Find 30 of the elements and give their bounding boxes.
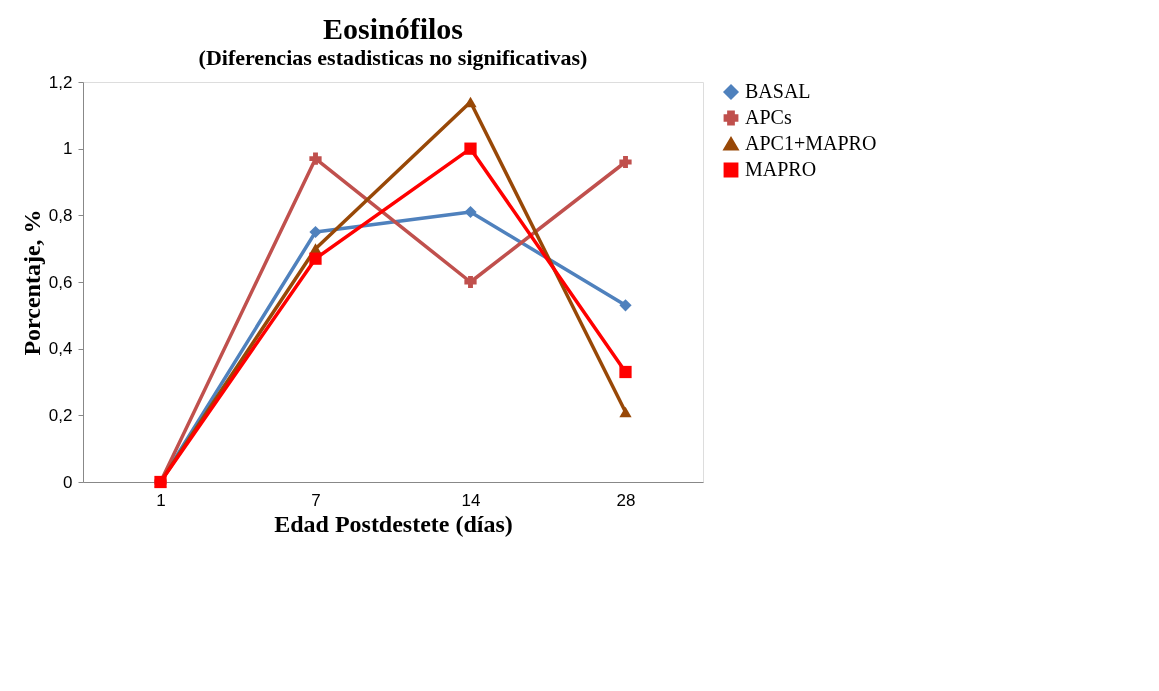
x-tick-label: 28 (616, 490, 636, 510)
y-tick-label: 0 (63, 472, 73, 492)
y-tick-label: 0,6 (48, 272, 73, 292)
x-tick-label: 14 (461, 490, 481, 510)
point (464, 96, 477, 108)
legend-label: BASAL (745, 80, 811, 102)
x-tick-label: 7 (311, 490, 321, 510)
y-tick-label: 1,2 (48, 72, 73, 92)
point (464, 275, 477, 289)
legend-label: APCs (745, 106, 792, 128)
point (309, 252, 322, 265)
point (309, 152, 322, 165)
x-tick-label: 1 (156, 490, 166, 510)
point (309, 225, 322, 239)
point (619, 406, 632, 418)
y-axis-title: Porcentaje, % (18, 209, 45, 356)
point (464, 205, 477, 219)
y-tick-label: 0,4 (48, 339, 73, 359)
chart-title: Eosinófilos (322, 12, 464, 45)
point (619, 155, 632, 169)
legend-label: MAPRO (745, 158, 817, 180)
point (464, 142, 477, 155)
point (619, 299, 632, 312)
point (619, 365, 632, 379)
x-axis-title: Edad Postdestete (días) (274, 510, 513, 537)
y-tick-label: 0,8 (48, 205, 73, 225)
legend-label: APC1+MAPRO (745, 132, 877, 154)
y-tick-label: 0,2 (48, 405, 73, 425)
chart-subtitle: (Diferencias estadisticas no significativas) (198, 45, 588, 70)
y-tick-label: 1 (63, 139, 73, 159)
